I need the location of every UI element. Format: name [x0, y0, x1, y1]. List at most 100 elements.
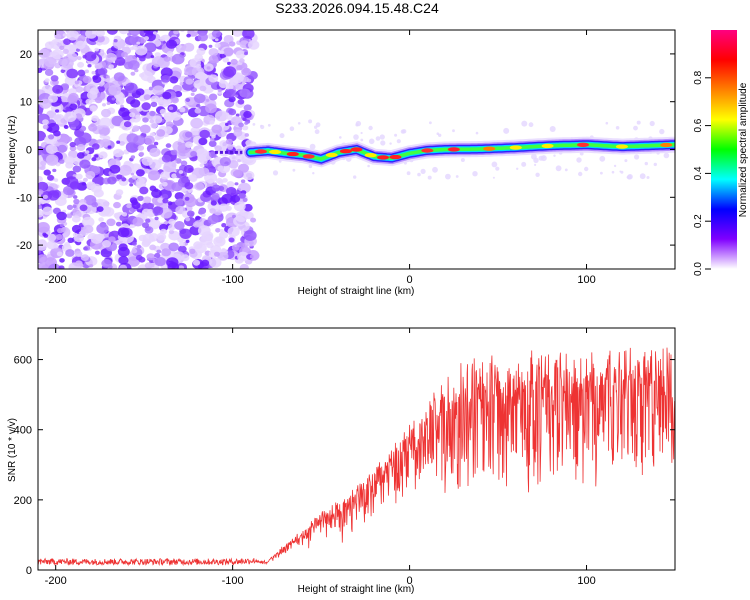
- noise-blob: [147, 208, 154, 215]
- colorbar-tick-label: 0.2: [693, 214, 704, 228]
- noise-blob: [89, 264, 94, 268]
- noise-blob: [142, 222, 149, 229]
- noise-dot: [368, 138, 375, 145]
- noise-blob: [44, 56, 57, 68]
- noise-blob: [144, 36, 149, 41]
- signal-peak: [325, 152, 338, 158]
- noise-dot: [659, 128, 665, 135]
- noise-blob: [125, 141, 139, 153]
- noise-blob: [244, 133, 249, 137]
- noise-blob: [233, 201, 246, 212]
- noise-dot: [427, 175, 432, 180]
- noise-dot: [314, 125, 318, 129]
- noise-blob: [196, 72, 206, 80]
- noise-dot: [360, 131, 363, 135]
- noise-blob: [232, 214, 236, 219]
- noise-blob: [184, 65, 197, 76]
- noise-blob: [63, 38, 71, 45]
- noise-blob: [181, 173, 185, 177]
- noise-blob: [218, 231, 229, 239]
- noise-dot: [663, 152, 670, 159]
- noise-blob: [121, 212, 128, 217]
- spectrogram-x-axis: -200 -100 0 100: [45, 30, 596, 286]
- noise-dot: [314, 129, 320, 135]
- noise-blob: [239, 263, 249, 269]
- noise-blob: [127, 32, 132, 36]
- noise-blob: [66, 213, 73, 219]
- noise-blob: [144, 226, 154, 234]
- signal-peak: [286, 151, 299, 157]
- noise-blob: [71, 215, 81, 223]
- noise-blob: [130, 172, 135, 176]
- noise-dot: [360, 138, 364, 142]
- noise-blob: [76, 152, 85, 159]
- noise-blob: [58, 58, 68, 66]
- noise-blob: [54, 33, 62, 40]
- noise-blob: [108, 236, 116, 243]
- noise-blob: [86, 90, 98, 100]
- noise-blob: [84, 51, 97, 62]
- noise-blob: [102, 240, 112, 248]
- noise-blob: [38, 239, 47, 248]
- noise-blob: [38, 189, 44, 195]
- noise-blob: [170, 149, 178, 156]
- noise-blob: [64, 111, 77, 123]
- noise-blob: [197, 32, 208, 42]
- noise-blob: [91, 70, 96, 75]
- noise-blob: [121, 177, 127, 182]
- noise-blob: [185, 98, 191, 102]
- noise-blob: [208, 48, 219, 57]
- noise-blob: [135, 88, 145, 96]
- noise-blob: [179, 228, 192, 239]
- noise-blob: [207, 178, 214, 184]
- noise-blob: [195, 215, 201, 221]
- noise-blob: [236, 65, 243, 71]
- noise-blob: [149, 244, 157, 251]
- noise-blob: [76, 56, 82, 61]
- noise-blob: [246, 78, 252, 83]
- noise-blob: [47, 174, 54, 181]
- y-tick-label: 0: [26, 565, 32, 577]
- noise-blob: [171, 182, 183, 192]
- noise-dot: [452, 129, 455, 133]
- noise-blob: [96, 223, 109, 234]
- noise-blob: [106, 101, 111, 105]
- signal-peak: [577, 142, 589, 147]
- noise-dot: [455, 175, 459, 178]
- noise-blob: [139, 124, 151, 134]
- noise-blob: [196, 47, 206, 56]
- noise-blob: [187, 210, 195, 217]
- noise-dot: [402, 129, 407, 134]
- noise-blob: [149, 110, 156, 117]
- noise-blob: [150, 122, 158, 129]
- noise-dot: [521, 120, 528, 127]
- noise-blob: [83, 246, 88, 251]
- noise-blob: [243, 170, 255, 181]
- noise-blob: [221, 223, 227, 228]
- noise-blob: [77, 69, 86, 77]
- noise-blob: [172, 84, 182, 93]
- noise-blob: [133, 135, 146, 146]
- signal-peak: [509, 145, 522, 150]
- noise-blob: [225, 114, 233, 120]
- noise-blob: [239, 58, 245, 63]
- noise-blob: [179, 241, 185, 247]
- noise-blob: [157, 198, 164, 203]
- noise-blob: [58, 159, 65, 164]
- noise-blob: [178, 170, 184, 174]
- noise-blob: [118, 255, 129, 265]
- noise-blob: [92, 75, 102, 83]
- noise-blob: [209, 120, 215, 125]
- noise-blob: [54, 178, 59, 182]
- noise-blob: [225, 138, 233, 145]
- noise-blob: [208, 44, 213, 48]
- noise-blob: [168, 229, 175, 235]
- noise-blob: [243, 110, 252, 119]
- noise-blob: [66, 189, 74, 195]
- noise-dot: [620, 170, 624, 174]
- noise-dot: [646, 176, 650, 179]
- noise-blob: [194, 182, 205, 191]
- noise-blob: [207, 215, 219, 225]
- noise-blob: [101, 108, 111, 118]
- snr-y-axis: 0 200 400 600: [14, 355, 675, 577]
